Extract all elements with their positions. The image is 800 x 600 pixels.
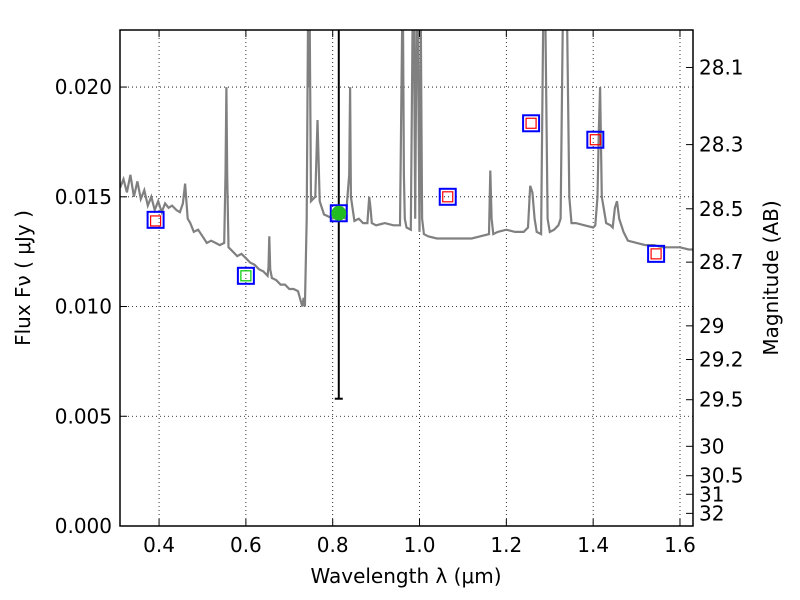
x-tick-label: 0.8	[317, 533, 349, 557]
y-tick-label: 0.005	[55, 404, 112, 428]
spectrum	[120, 30, 693, 307]
photometry-point-band-0.81	[329, 30, 348, 400]
y-tick-label: 0.010	[55, 295, 112, 319]
y-tick-label: 0.000	[55, 514, 112, 538]
mag-tick-label: 31	[699, 482, 724, 506]
model-marker	[149, 215, 162, 227]
spectrum-line	[120, 30, 693, 307]
model-marker	[589, 134, 601, 146]
mag-tick-label: 28.5	[699, 197, 744, 221]
mag-tick-label: 28.1	[699, 55, 744, 79]
observed-marker	[586, 130, 605, 149]
model-marker	[650, 248, 662, 260]
mag-tick-label: 28.3	[699, 133, 744, 157]
model-marker	[240, 270, 252, 282]
model-marker	[442, 191, 454, 203]
y-axis-title: Flux Fν ( μJy )	[11, 210, 35, 346]
axes-ticks: 0.4 0.6 0.8 1.0 1.2 1.4 1.6 0.000 0.005 0.010 0.01…	[55, 30, 744, 557]
mag-tick-label: 28.7	[699, 250, 744, 274]
photometry-point-band-0.60	[236, 266, 255, 285]
grid	[120, 30, 693, 527]
filled-marker	[331, 205, 347, 221]
observed-marker	[522, 114, 541, 133]
observed-marker	[146, 210, 165, 229]
x-tick-label: 1.0	[404, 533, 436, 557]
x-tick-label: 1.4	[577, 533, 609, 557]
mag-tick-label: 29	[699, 314, 724, 338]
mag-tick-label: 30	[699, 434, 724, 458]
photometry-point-band-1.40	[586, 130, 605, 149]
y-tick-label: 0.015	[55, 185, 112, 209]
mag-tick-label: 29.5	[699, 388, 744, 412]
mag-tick-label: 32	[699, 501, 724, 525]
mag-tick-label: 29.2	[699, 348, 744, 372]
x-tick-label: 0.6	[230, 533, 262, 557]
photometry-point-band-1.06	[438, 187, 457, 206]
x-tick-label: 1.2	[490, 533, 522, 557]
x-tick-label: 1.6	[664, 533, 696, 557]
photometry-points	[146, 30, 666, 400]
model-marker	[525, 117, 537, 129]
x-tick-label: 0.4	[143, 533, 175, 557]
plot-frame	[119, 29, 694, 527]
photometry-point-band-0.39	[146, 210, 165, 229]
x-axis-title: Wavelength λ (μm)	[310, 564, 501, 588]
observed-marker	[236, 266, 255, 285]
observed-marker	[329, 204, 348, 223]
y2-axis-title: Magnitude (AB)	[759, 200, 783, 355]
photometry-point-band-1.26	[522, 114, 541, 133]
observed-marker	[647, 244, 666, 263]
observed-marker	[438, 187, 457, 206]
photometry-point-band-1.54	[647, 244, 666, 263]
mag-tick-label: 30.5	[699, 464, 744, 488]
y-tick-label: 0.020	[55, 75, 112, 99]
